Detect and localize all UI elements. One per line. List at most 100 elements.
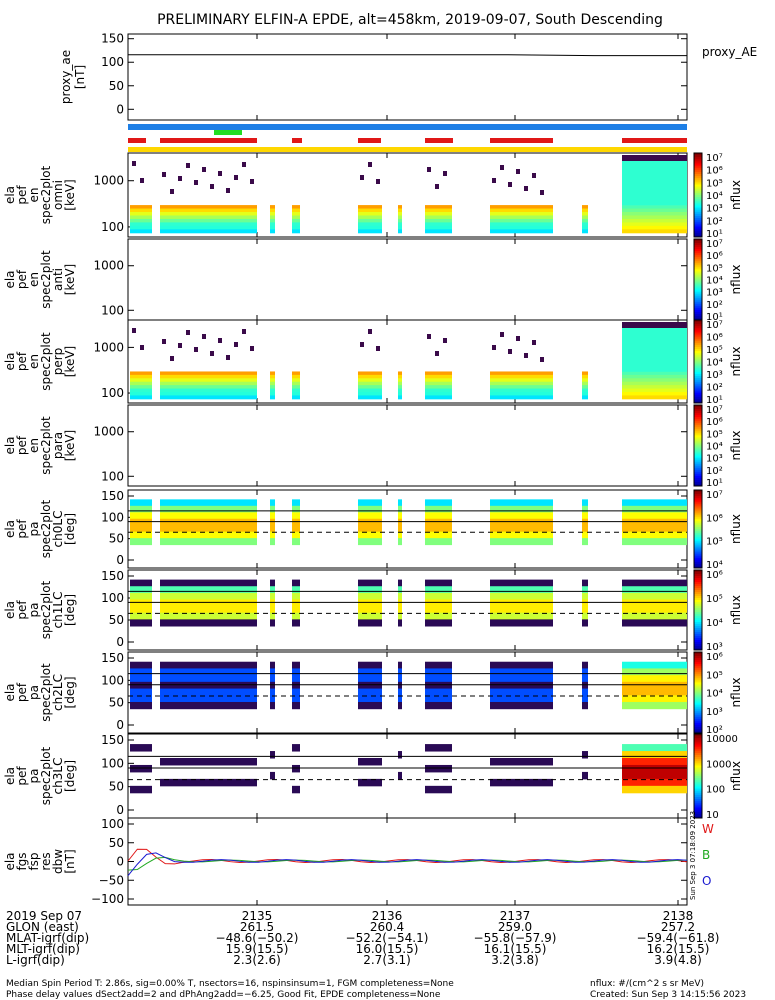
pa-cell — [582, 675, 588, 683]
colorbar-cell — [694, 548, 702, 551]
pa-cell — [130, 688, 152, 696]
spec-cell — [490, 392, 553, 396]
pa-cell — [398, 681, 402, 690]
colorbar-cell — [694, 475, 702, 479]
pa-cell — [358, 586, 382, 594]
spec-cell — [398, 385, 402, 390]
colorbar-cell — [694, 738, 702, 741]
ylabel-line: ela — [3, 186, 17, 204]
ylabel-line: [deg] — [63, 677, 77, 709]
spec-speckle — [500, 165, 504, 170]
colorbar-cell — [694, 590, 702, 593]
spec-cell — [490, 374, 553, 379]
pa-cell — [425, 764, 452, 773]
pa-cell — [270, 606, 275, 614]
pa-cell — [270, 505, 275, 513]
spec-speckle — [492, 178, 496, 183]
colorbar-cell — [694, 674, 702, 677]
colorbar-cell — [694, 736, 702, 739]
colorbar-cell — [694, 277, 702, 280]
pa-cell — [130, 612, 152, 620]
colorbar-cell — [694, 534, 702, 538]
colorbar-tick: 100 — [706, 785, 725, 796]
colorbar-tick: 10² — [706, 725, 723, 736]
ytick-label: 150 — [101, 32, 124, 46]
bar-blue — [128, 124, 687, 130]
colorbar-tick: 10⁵ — [706, 594, 723, 605]
fgs-legend-B: B — [702, 848, 710, 862]
colorbar-cell — [694, 465, 702, 469]
pa-cell — [292, 688, 300, 696]
ylabel-line: pef — [15, 766, 29, 786]
colorbar-cell — [694, 275, 702, 278]
pa-cell — [622, 744, 687, 752]
colorbar-cell — [694, 245, 702, 248]
colorbar-cell — [694, 694, 702, 698]
colorbar-cell — [694, 726, 702, 730]
pa-cell — [270, 525, 275, 533]
colorbar-tick: 10⁷ — [706, 320, 723, 331]
colorbar-cell — [694, 305, 702, 309]
colorbar-cell — [694, 642, 702, 645]
spec-cell — [130, 225, 152, 230]
colorbar-cell — [694, 744, 702, 748]
colorbar-cell — [694, 664, 702, 667]
ytick-label: 1000 — [93, 174, 124, 188]
spec-cell — [582, 381, 588, 386]
xaxis-row-value: 260.4 — [370, 920, 404, 934]
spec-cell — [130, 205, 152, 210]
pa-cell — [270, 681, 275, 690]
colorbar-tick: 10³ — [706, 454, 723, 465]
pa-cell — [358, 681, 382, 690]
pa-cell — [160, 512, 257, 520]
spec-cell — [425, 378, 452, 383]
colorbar-cell — [694, 192, 702, 196]
pa-cell — [490, 661, 553, 669]
pa-cell — [398, 606, 402, 614]
pa-cell — [425, 499, 452, 507]
colorbar-cell — [694, 558, 702, 561]
colorbar-cell — [694, 610, 702, 613]
colorbar-cell — [694, 720, 702, 724]
spec-cell — [160, 388, 257, 393]
fgs-legend-W: W — [702, 822, 714, 836]
spec-cell — [490, 229, 553, 234]
spec-speckle — [178, 176, 182, 181]
colorbar-cell — [694, 392, 702, 396]
spec-cell — [490, 205, 553, 210]
pa-cell — [490, 701, 553, 710]
colorbar-cell — [694, 394, 702, 398]
pa-cell — [582, 695, 588, 703]
colorbar-label: nflux — [729, 595, 743, 625]
pa-cell — [292, 512, 300, 520]
pa-cell — [292, 525, 300, 533]
pa-cell — [622, 512, 687, 520]
pa-cell — [292, 538, 300, 546]
pa-cell — [160, 681, 257, 690]
spec-cell — [582, 378, 588, 383]
spec-speckle — [492, 345, 496, 350]
spec-cell — [160, 395, 257, 400]
ytick-label: −50 — [99, 873, 124, 887]
xaxis-row-value: 2.3(2.6) — [233, 953, 281, 967]
colorbar-cell — [694, 439, 702, 442]
colorbar-cell — [694, 734, 702, 737]
pa-cell — [130, 668, 152, 676]
ylabel-line: spec2plot — [39, 332, 53, 391]
colorbar-cell — [694, 576, 702, 579]
spec-cell — [292, 208, 300, 213]
ylabel-line: pa — [27, 522, 41, 537]
pa-cell — [425, 586, 452, 594]
colorbar-cell — [694, 291, 702, 295]
pa-cell — [358, 499, 382, 507]
colorbar-cell — [694, 178, 702, 181]
colorbar-cell — [694, 529, 702, 532]
proxy-ae-legend: proxy_AE — [702, 45, 757, 59]
ylabel-line: [keV] — [63, 430, 77, 461]
spec-speckle — [132, 328, 136, 333]
footer-line-2: Phase delay values dSect2add=2 and dPhAn… — [6, 990, 441, 1000]
pa-cell — [582, 579, 588, 587]
colorbar-cell — [694, 718, 702, 722]
bar-red-segment — [490, 138, 553, 143]
spec-speckle — [250, 346, 254, 351]
